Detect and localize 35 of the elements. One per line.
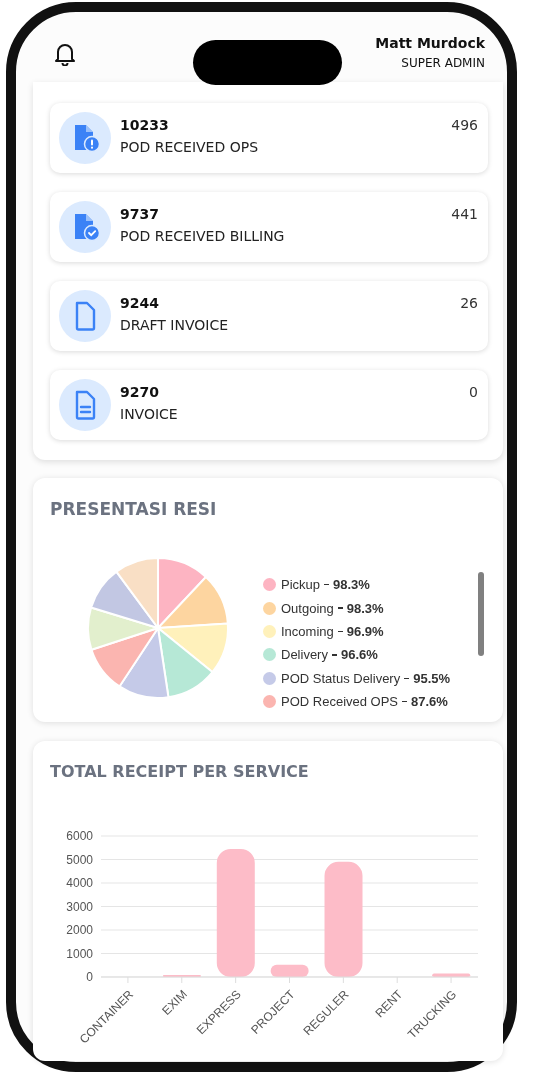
data-label: 96.9% bbox=[346, 623, 384, 639]
y-tick-label: 5000 bbox=[66, 852, 94, 867]
y-tick-label: 0 bbox=[86, 970, 94, 985]
data-label: 96.6% bbox=[340, 647, 378, 663]
legend-label: POD Status Delivery bbox=[281, 670, 401, 686]
legend-label: POD Received OPS bbox=[281, 694, 399, 710]
category-label: POD RECEIVED OPS bbox=[120, 139, 259, 155]
data-label: 0 bbox=[469, 384, 478, 400]
y-tick-label: 3000 bbox=[66, 899, 94, 914]
text: SUPER ADMIN bbox=[400, 56, 485, 70]
category-label: INVOICE bbox=[120, 406, 178, 422]
y-tick-label: 2000 bbox=[66, 923, 94, 938]
data-label: 98.3% bbox=[346, 600, 384, 616]
text: 9737 bbox=[120, 206, 159, 222]
data-label: 496 bbox=[451, 117, 478, 133]
data-label: 98.3% bbox=[333, 577, 370, 593]
data-label: 95.5% bbox=[413, 670, 451, 686]
y-tick-label: 6000 bbox=[66, 829, 94, 844]
category-label: POD RECEIVED BILLING bbox=[120, 228, 285, 244]
data-label: 441 bbox=[451, 206, 478, 222]
data-label: 87.6% bbox=[411, 694, 448, 710]
legend-label: Delivery bbox=[281, 647, 328, 663]
text: Matt Murdock bbox=[375, 35, 485, 51]
chart-title: PRESENTASI RESI bbox=[50, 499, 217, 519]
legend-label: Pickup bbox=[281, 577, 321, 593]
y-tick-label: 4000 bbox=[66, 876, 94, 891]
category-label: DRAFT INVOICE bbox=[120, 317, 229, 333]
text: 10233 bbox=[120, 117, 169, 133]
legend-label: Incoming bbox=[281, 623, 334, 639]
chart-title: TOTAL RECEIPT PER SERVICE bbox=[50, 762, 309, 781]
text: 9270 bbox=[120, 384, 159, 400]
data-label: 26 bbox=[460, 295, 478, 311]
text: 9244 bbox=[120, 295, 159, 311]
legend-label: Outgoing bbox=[281, 600, 334, 616]
y-tick-label: 1000 bbox=[66, 946, 94, 961]
